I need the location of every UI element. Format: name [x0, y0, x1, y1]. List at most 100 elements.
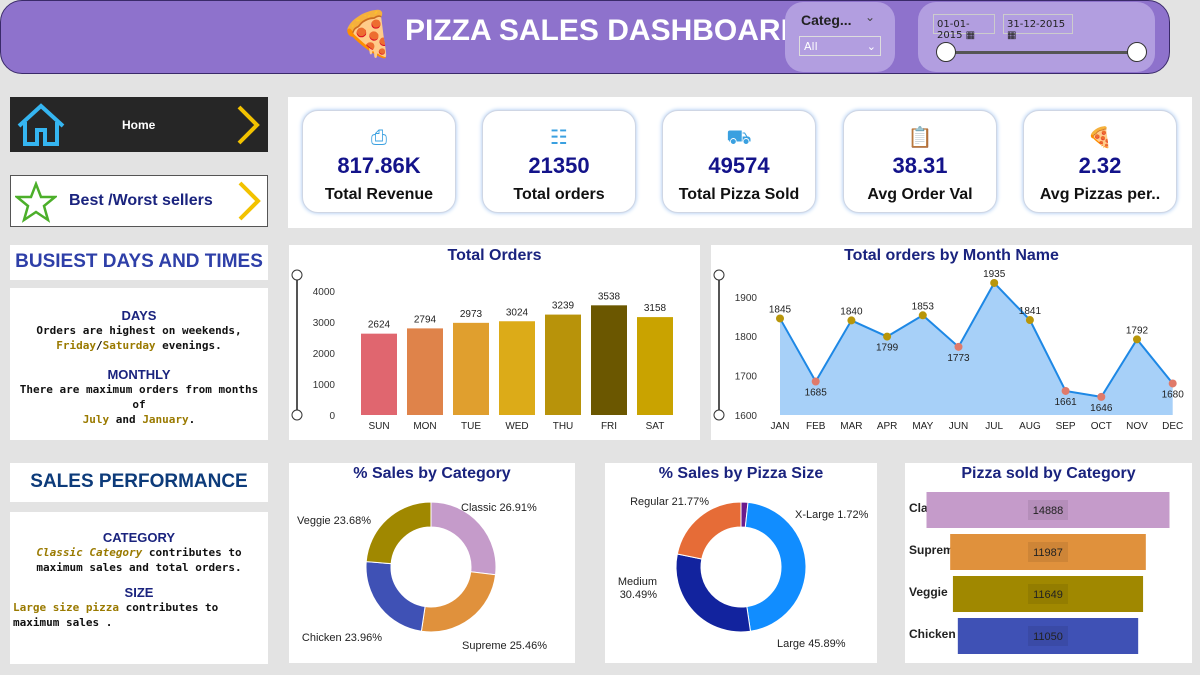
category-text: Classic Category contributes to maximum …	[36, 546, 242, 574]
chart-title: Total orders by Month Name	[844, 247, 1059, 264]
cash-register-icon: ⎙	[371, 125, 387, 149]
x-tick-label: WED	[505, 421, 528, 432]
star-icon	[15, 181, 57, 223]
donut-slice	[365, 561, 426, 632]
data-point	[1061, 386, 1070, 395]
category-dropdown[interactable]: All ⌄	[799, 36, 881, 56]
donut-slice	[365, 501, 432, 565]
date-range-slicer[interactable]: 01-01-2015 ▦ 31-12-2015 ▦	[918, 2, 1155, 72]
data-point	[1168, 379, 1177, 388]
data-label: 1799	[876, 343, 899, 354]
donut-slice	[420, 571, 497, 633]
data-label: 14888	[1033, 505, 1064, 517]
sales-by-size-donut: % Sales by Pizza Size X-Large 1.72% Large…	[605, 463, 877, 663]
data-point	[776, 314, 784, 323]
chart-title: Pizza sold by Category	[961, 465, 1136, 482]
x-tick-label: SAT	[646, 421, 665, 432]
start-date: 01-01-2015	[937, 19, 970, 41]
range-slider-handle[interactable]	[713, 269, 725, 281]
busiest-days-notes: DAYS Orders are highest on weekends, Frid…	[10, 288, 268, 440]
slider-start-handle[interactable]	[936, 42, 956, 62]
category-slicer[interactable]: Categ... ⌄ All ⌄	[785, 2, 895, 72]
kpi-label: Total orders	[513, 186, 605, 203]
chevron-down-icon[interactable]: ⌄	[865, 10, 876, 24]
x-tick-label: SUN	[368, 421, 389, 432]
category-label: Chicken	[909, 627, 956, 641]
calendar-icon[interactable]: ▦	[965, 30, 976, 41]
range-slider-handle[interactable]	[291, 269, 303, 281]
kpi-card: ⎙ 817.86K Total Revenue	[302, 110, 456, 213]
end-date-input[interactable]: 31-12-2015 ▦	[1003, 14, 1073, 41]
pizza-chef-icon: 🍕	[1087, 125, 1113, 149]
x-tick-label: JUN	[949, 421, 968, 432]
header-banner: 🍕 PIZZA SALES DASHBOARD Categ... ⌄ All ⌄ …	[0, 0, 1170, 74]
donut-slice	[675, 553, 752, 633]
start-date-input[interactable]: 01-01-2015 ▦	[933, 14, 995, 41]
slice-label: X-Large 1.72%	[795, 509, 869, 521]
data-label: 2973	[460, 309, 483, 320]
data-point	[990, 278, 999, 287]
chevron-right-icon	[238, 181, 261, 221]
data-label: 11050	[1033, 631, 1063, 643]
funnel-bar	[926, 492, 1170, 528]
y-tick-label: 3000	[313, 318, 336, 329]
data-point	[883, 332, 892, 341]
total-orders-by-day-chart: Total Orders 0 1000 2000 3000 4000 2624 SUN 279…	[289, 245, 700, 440]
best-worst-sellers-button[interactable]: Best /Worst sellers	[10, 175, 268, 227]
x-tick-label: JAN	[771, 421, 790, 432]
bar-sat	[637, 317, 673, 415]
slice-label: Classic 26.91%	[461, 502, 537, 514]
monthly-text: There are maximum orders from months of J…	[19, 383, 259, 426]
delivery-icon: ⛟	[726, 125, 752, 149]
data-label: 3024	[506, 307, 529, 318]
home-label: Home	[122, 118, 156, 132]
kpi-label: Avg Pizzas per..	[1039, 186, 1161, 203]
category-label: Supreme	[909, 543, 961, 557]
kpi-value: 21350	[528, 153, 590, 178]
y-tick-label: 1600	[735, 411, 758, 422]
value-badge	[1028, 500, 1068, 520]
y-tick-label: 1800	[735, 332, 758, 343]
kpi-label: Total Pizza Sold	[678, 186, 800, 203]
data-label: 1685	[805, 388, 828, 399]
x-tick-label: THU	[553, 421, 574, 432]
donut-slice	[676, 501, 742, 560]
kpi-card: ⛟ 49574 Total Pizza Sold	[662, 110, 816, 213]
range-slider-handle[interactable]	[713, 409, 725, 421]
best-worst-label: Best /Worst sellers	[69, 192, 213, 209]
y-tick-label: 1000	[313, 380, 336, 391]
page-title: PIZZA SALES DASHBOARD	[405, 14, 803, 47]
calendar-icon[interactable]: ▦	[1007, 30, 1017, 41]
range-slider-handle[interactable]	[291, 409, 303, 421]
data-point	[847, 316, 856, 325]
y-tick-label: 1700	[735, 372, 758, 383]
slice-label: Veggie 23.68%	[297, 515, 371, 527]
series-line	[779, 281, 1174, 398]
value-badge	[1028, 542, 1068, 562]
area-fill	[780, 282, 1173, 415]
home-icon	[17, 103, 65, 146]
kpi-card: 📋 38.31 Avg Order Val	[843, 110, 997, 213]
slider-end-handle[interactable]	[1127, 42, 1147, 62]
home-button[interactable]: Home	[10, 97, 268, 152]
category-value: All	[804, 40, 818, 53]
data-label: 3239	[552, 301, 575, 312]
kpi-value: 49574	[708, 153, 770, 178]
data-point	[1133, 335, 1141, 344]
data-point	[918, 311, 927, 320]
data-label: 1773	[947, 353, 970, 364]
chart-title: Total Orders	[447, 247, 542, 264]
y-tick-label: 0	[329, 411, 335, 422]
donut-slice	[744, 501, 807, 632]
y-tick-label: 2000	[313, 349, 336, 360]
kpi-label: Avg Order Val	[867, 186, 973, 203]
monthly-heading: MONTHLY	[107, 367, 171, 382]
data-label: 1840	[840, 306, 863, 317]
kpi-value: 2.32	[1078, 153, 1122, 178]
busiest-days-title: BUSIEST DAYS AND TIMES	[10, 245, 268, 280]
clipboard-icon: 📋	[907, 125, 933, 149]
bar-thu	[545, 314, 581, 415]
kpi-value: 38.31	[892, 153, 948, 178]
chevron-right-icon	[237, 105, 260, 145]
chart-title: % Sales by Category	[353, 465, 511, 482]
